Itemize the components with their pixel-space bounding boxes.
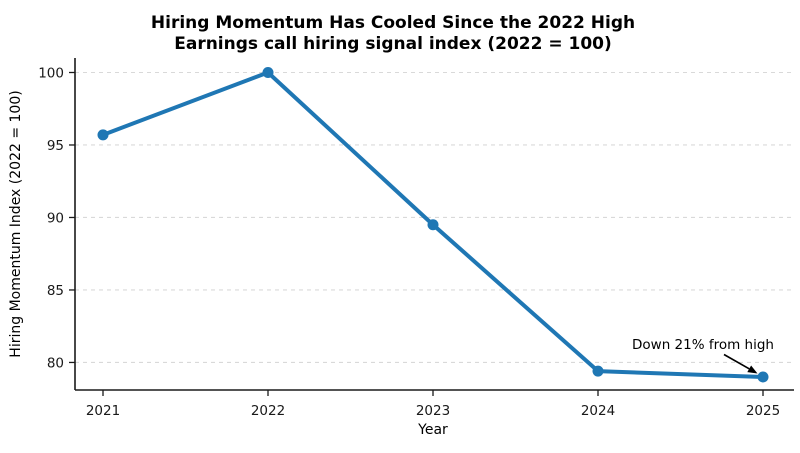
y-tick-label: 85	[47, 283, 64, 299]
data-series	[97, 66, 769, 383]
y-tick-label: 95	[47, 138, 64, 154]
x-axis-label: Year	[417, 422, 448, 438]
axes: 80 85 90 95 100 2021 2022 2023 2024 2025	[38, 58, 794, 419]
x-tick-label: 2025	[746, 403, 780, 419]
data-point-marker	[427, 219, 439, 231]
x-tick-label: 2024	[581, 403, 615, 419]
annotation-arrow-head	[747, 365, 758, 374]
chart-subtitle: Earnings call hiring signal index (2022 …	[174, 34, 612, 54]
y-tick-label: 80	[47, 355, 64, 371]
x-tick-label: 2023	[416, 403, 450, 419]
data-point-marker	[97, 129, 109, 141]
data-point-marker	[592, 365, 604, 377]
x-tick-label: 2022	[251, 403, 285, 419]
gridlines	[75, 71, 794, 364]
chart-title: Hiring Momentum Has Cooled Since the 202…	[151, 13, 635, 33]
x-tick-label: 2021	[86, 403, 120, 419]
y-axis-label: Hiring Momentum Index (2022 = 100)	[8, 90, 24, 357]
data-point-marker	[262, 66, 274, 78]
annotation-text: Down 21% from high	[632, 337, 774, 353]
annotation-arrow-shaft	[723, 353, 750, 370]
annotation: Down 21% from high	[632, 337, 774, 374]
y-tick-label: 90	[47, 210, 64, 226]
data-point-marker	[757, 371, 769, 383]
y-tick-label: 100	[38, 65, 64, 81]
